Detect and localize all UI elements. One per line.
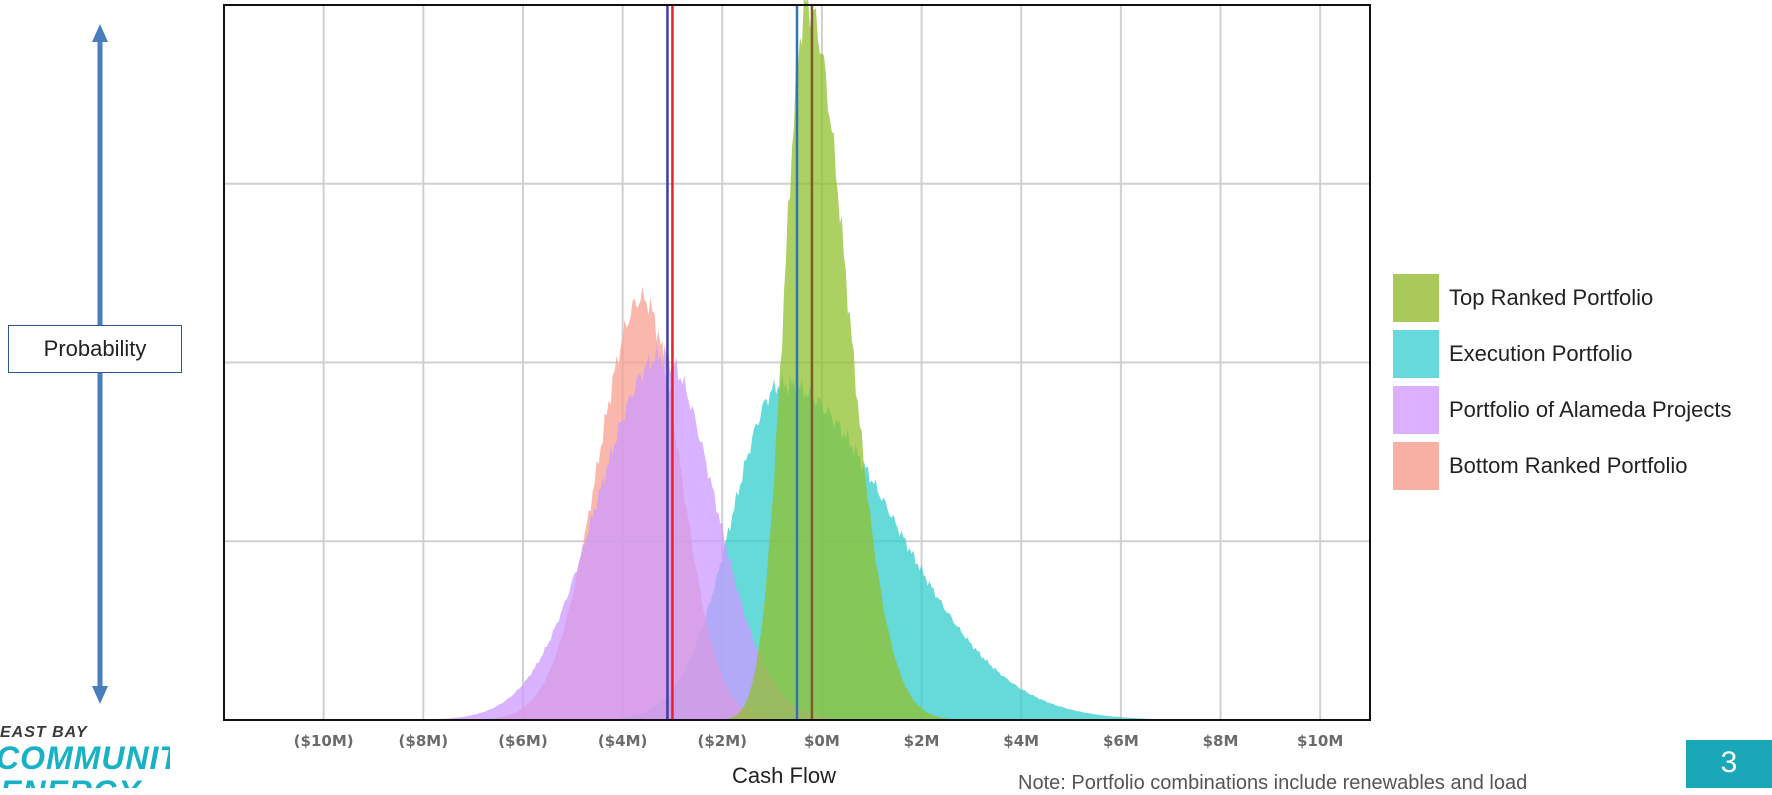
legend-label: Top Ranked Portfolio [1449,285,1654,310]
arrow-up-icon [92,24,108,42]
x-tick-label: $6M [1103,732,1139,750]
legend-item-bottom-ranked: Bottom Ranked Portfolio [1393,438,1731,494]
y-axis-label: Probability [8,325,182,373]
legend-swatch [1393,442,1439,490]
x-tick-label: ($10M) [294,732,354,750]
x-tick-label: $8M [1203,732,1239,750]
arrow-down-icon [92,686,108,704]
x-tick-label: $0M [804,732,840,750]
logo-line1: EAST BAY [0,724,88,741]
legend: Top Ranked Portfolio Execution Portfolio… [1393,270,1731,494]
legend-item-execution: Execution Portfolio [1393,326,1731,382]
x-tick-label: $4M [1003,732,1039,750]
legend-item-alameda: Portfolio of Alameda Projects [1393,382,1731,438]
x-tick-label: ($6M) [498,732,548,750]
legend-label: Bottom Ranked Portfolio [1449,453,1688,478]
x-tick-label: $2M [904,732,940,750]
x-tick-label: ($2M) [698,732,748,750]
x-tick-label: $10M [1297,732,1343,750]
legend-swatch [1393,386,1439,434]
legend-label: Portfolio of Alameda Projects [1449,397,1732,422]
legend-swatch [1393,330,1439,378]
x-tick-labels: ($10M) ($8M) ($6M) ($4M) ($2M) $0M $2M $4M $6M $8… [294,732,1344,750]
logo-line2: COMMUNITY [0,740,170,776]
legend-swatch [1393,274,1439,322]
page-number: 3 [1686,740,1772,788]
mean-lines [666,5,814,720]
x-tick-label: ($4M) [598,732,648,750]
x-tick-label: ($8M) [399,732,449,750]
legend-item-top-ranked: Top Ranked Portfolio [1393,270,1731,326]
x-axis-title: Cash Flow [732,763,836,788]
ebce-logo: EAST BAY COMMUNITY ENERGY [0,724,170,788]
plot-frame [223,4,1371,721]
footnote: Note: Portfolio combinations include ren… [1018,772,1528,794]
legend-label: Execution Portfolio [1449,341,1633,366]
logo-line3: ENERGY [0,774,141,788]
